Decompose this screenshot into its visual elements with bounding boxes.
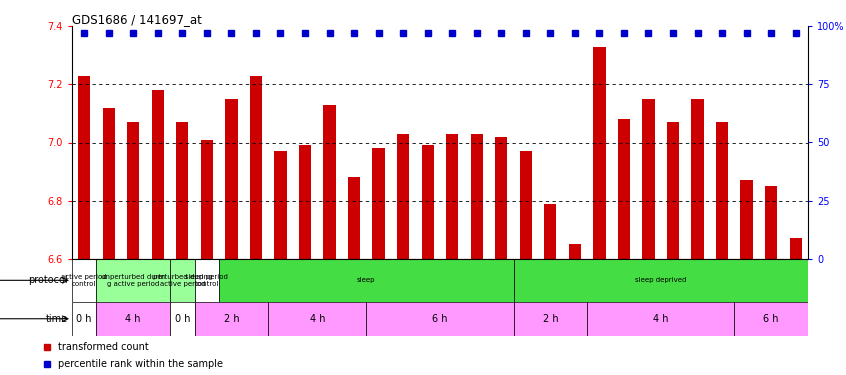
Text: sleep: sleep: [357, 278, 376, 284]
Bar: [514, 302, 587, 336]
Bar: [195, 259, 219, 302]
Bar: [102, 108, 115, 259]
Text: 6 h: 6 h: [763, 314, 779, 324]
Bar: [96, 259, 170, 302]
Bar: [667, 122, 679, 259]
Text: transformed count: transformed count: [58, 342, 148, 352]
Bar: [716, 122, 728, 259]
Bar: [72, 259, 96, 302]
Text: 6 h: 6 h: [432, 314, 448, 324]
Text: 2 h: 2 h: [223, 314, 239, 324]
Bar: [593, 46, 606, 259]
Bar: [740, 180, 753, 259]
Bar: [569, 244, 581, 259]
Text: GDS1686 / 141697_at: GDS1686 / 141697_at: [72, 13, 202, 26]
Bar: [642, 99, 655, 259]
Bar: [127, 122, 140, 259]
Bar: [348, 177, 360, 259]
Bar: [470, 134, 483, 259]
Bar: [268, 302, 366, 336]
Bar: [225, 99, 238, 259]
Bar: [96, 302, 170, 336]
Text: 4 h: 4 h: [310, 314, 325, 324]
Text: percentile rank within the sample: percentile rank within the sample: [58, 359, 222, 369]
Bar: [446, 134, 459, 259]
Bar: [170, 302, 195, 336]
Bar: [544, 204, 557, 259]
Bar: [274, 151, 287, 259]
Text: 0 h: 0 h: [174, 314, 190, 324]
Text: active period
control: active period control: [62, 274, 107, 287]
Text: 2 h: 2 h: [542, 314, 558, 324]
Bar: [250, 76, 262, 259]
Text: protocol: protocol: [28, 275, 68, 285]
Bar: [495, 137, 508, 259]
Bar: [151, 90, 164, 259]
Bar: [519, 151, 532, 259]
Text: unperturbed durin
g active period: unperturbed durin g active period: [102, 274, 165, 287]
Bar: [397, 134, 409, 259]
Text: 0 h: 0 h: [76, 314, 92, 324]
Bar: [514, 259, 808, 302]
Bar: [765, 186, 777, 259]
Text: time: time: [46, 314, 68, 324]
Bar: [734, 302, 808, 336]
Bar: [78, 76, 91, 259]
Bar: [366, 302, 514, 336]
Text: 4 h: 4 h: [125, 314, 141, 324]
Bar: [195, 302, 268, 336]
Text: 4 h: 4 h: [653, 314, 668, 324]
Bar: [587, 302, 734, 336]
Bar: [372, 148, 385, 259]
Bar: [618, 119, 630, 259]
Text: sleep period
control: sleep period control: [185, 274, 228, 287]
Bar: [72, 302, 96, 336]
Bar: [421, 146, 434, 259]
Bar: [789, 238, 802, 259]
Bar: [170, 259, 195, 302]
Bar: [201, 140, 213, 259]
Bar: [176, 122, 189, 259]
Bar: [219, 259, 514, 302]
Text: sleep deprived: sleep deprived: [635, 278, 686, 284]
Text: perturbed during
active period: perturbed during active period: [152, 274, 212, 287]
Bar: [299, 146, 311, 259]
Bar: [691, 99, 704, 259]
Bar: [323, 105, 336, 259]
